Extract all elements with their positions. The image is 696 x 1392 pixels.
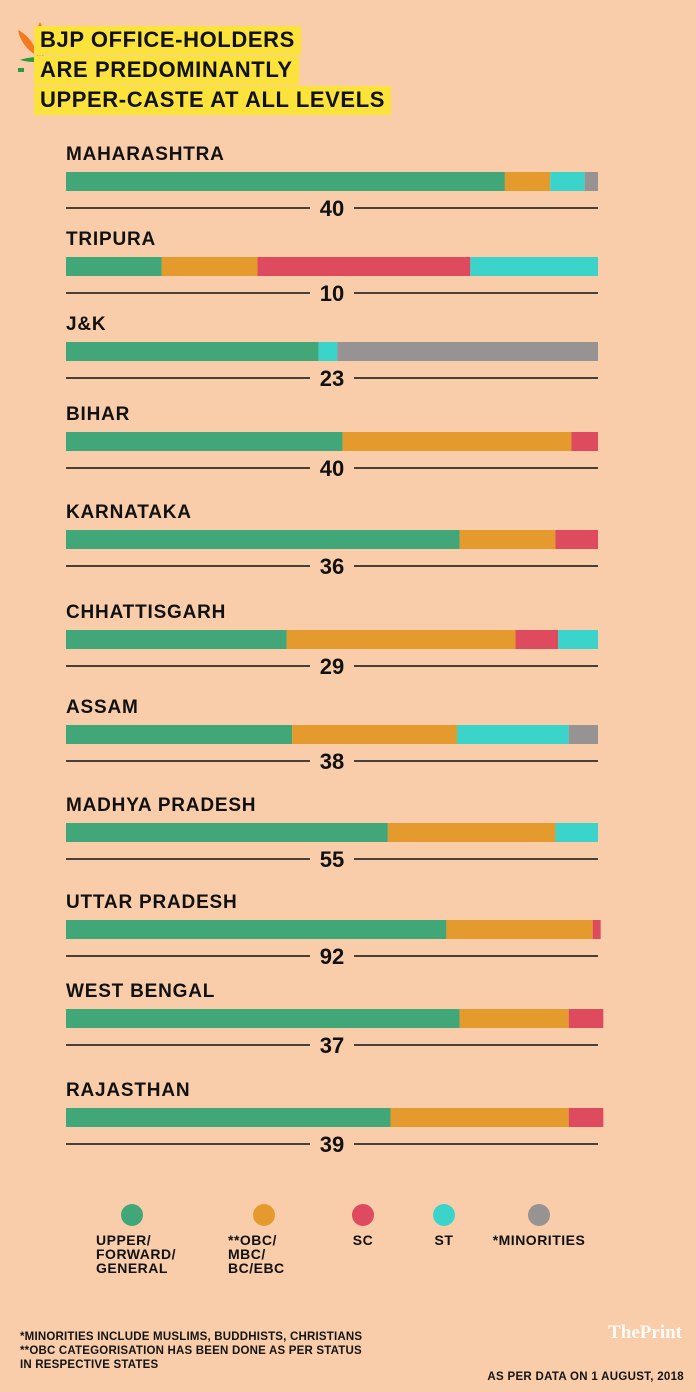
bar-segment: [337, 342, 598, 361]
bar-segment: [66, 432, 343, 451]
bar-segment: [555, 530, 598, 549]
bar-segment: [592, 920, 601, 939]
legend-label: FORWARD/: [96, 1246, 176, 1262]
total-label: 92: [320, 944, 344, 969]
state-label: MADHYA PRADESH: [66, 795, 256, 816]
state-label: RAJASTHAN: [66, 1080, 190, 1101]
state-label: UTTAR PRADESH: [66, 892, 238, 913]
legend-swatch: [121, 1204, 143, 1226]
total-label: 37: [320, 1033, 344, 1058]
legend-label: GENERAL: [96, 1260, 168, 1276]
bar-segment: [66, 342, 319, 361]
legend-swatch: [433, 1204, 455, 1226]
state-label: KARNATAKA: [66, 502, 192, 523]
state-label: MAHARASHTRA: [66, 144, 225, 165]
bar-segment: [390, 1108, 569, 1127]
bar-segment: [66, 823, 388, 842]
chart-title: BJP OFFICE-HOLDERS ARE PREDOMINANTLY UPP…: [34, 26, 392, 116]
bar-segment: [568, 725, 598, 744]
legend-label: UPPER/: [96, 1232, 151, 1248]
state-label: J&K: [66, 314, 106, 335]
legend-label: MBC/: [228, 1246, 266, 1262]
total-label: 38: [320, 749, 344, 774]
footnote: **OBC CATEGORISATION HAS BEEN DONE AS PE…: [20, 1345, 362, 1357]
bar-segment: [66, 1009, 460, 1028]
bar-segment: [571, 432, 598, 451]
bar-segment: [459, 530, 556, 549]
bar-segment: [66, 172, 505, 191]
legend-label: SC: [353, 1232, 373, 1248]
stacked-bar-chart: MAHARASHTRA 40 TRIPURA 10 J&K 23 BIHAR 40 KARNAT…: [66, 144, 604, 1276]
title-line: BJP OFFICE-HOLDERS: [34, 26, 301, 55]
footnotes: *MINORITIES INCLUDE MUSLIMS, BUDDHISTS, …: [20, 1330, 362, 1372]
bar-segment: [470, 257, 598, 276]
bar-segment: [257, 257, 471, 276]
state-label: WEST BENGAL: [66, 981, 215, 1002]
bar-segment: [342, 432, 572, 451]
state-label: CHHATTISGARH: [66, 602, 226, 623]
total-label: 23: [320, 366, 344, 391]
bar-segment: [286, 630, 516, 649]
bar-segment: [66, 920, 447, 939]
bar-segment: [446, 920, 593, 939]
total-label: 29: [320, 654, 344, 679]
footnote: *MINORITIES INCLUDE MUSLIMS, BUDDHISTS, …: [20, 1331, 363, 1343]
state-label: ASSAM: [66, 697, 139, 718]
bar-segment: [292, 725, 458, 744]
total-label: 39: [320, 1132, 344, 1157]
bar-segment: [66, 1108, 391, 1127]
state-label: TRIPURA: [66, 229, 156, 250]
bar-segment: [66, 257, 162, 276]
total-label: 10: [320, 281, 344, 306]
bar-segment: [568, 1108, 604, 1127]
bar-segment: [66, 630, 287, 649]
bar-segment: [550, 172, 585, 191]
bar-segment: [504, 172, 551, 191]
brand-logo: ThePrint: [608, 1322, 682, 1343]
legend-label: **OBC/: [228, 1232, 277, 1248]
bar-segment: [457, 725, 569, 744]
title-line: ARE PREDOMINANTLY: [34, 56, 299, 85]
bar-segment: [66, 530, 460, 549]
title-line: UPPER-CASTE AT ALL LEVELS: [34, 86, 392, 115]
footnote: IN RESPECTIVE STATES: [20, 1359, 159, 1371]
bar-segment: [387, 823, 556, 842]
legend-label: *MINORITIES: [493, 1232, 586, 1248]
total-label: 36: [320, 554, 344, 579]
bar-segment: [161, 257, 258, 276]
bar-segment: [66, 725, 293, 744]
bar-segment: [555, 823, 598, 842]
legend-label: ST: [435, 1232, 454, 1248]
total-label: 55: [320, 847, 344, 872]
data-date-note: AS PER DATA ON 1 AUGUST, 2018: [487, 1371, 684, 1383]
legend-swatch: [253, 1204, 275, 1226]
total-label: 40: [320, 196, 344, 221]
bar-segment: [584, 172, 598, 191]
bar-segment: [459, 1009, 569, 1028]
bar-segment: [568, 1009, 604, 1028]
bar-segment: [515, 630, 559, 649]
total-label: 40: [320, 456, 344, 481]
legend-swatch: [528, 1204, 550, 1226]
legend-label: BC/EBC: [228, 1260, 285, 1276]
legend-swatch: [352, 1204, 374, 1226]
bar-segment: [318, 342, 338, 361]
bar-segment: [558, 630, 598, 649]
state-label: BIHAR: [66, 404, 130, 425]
